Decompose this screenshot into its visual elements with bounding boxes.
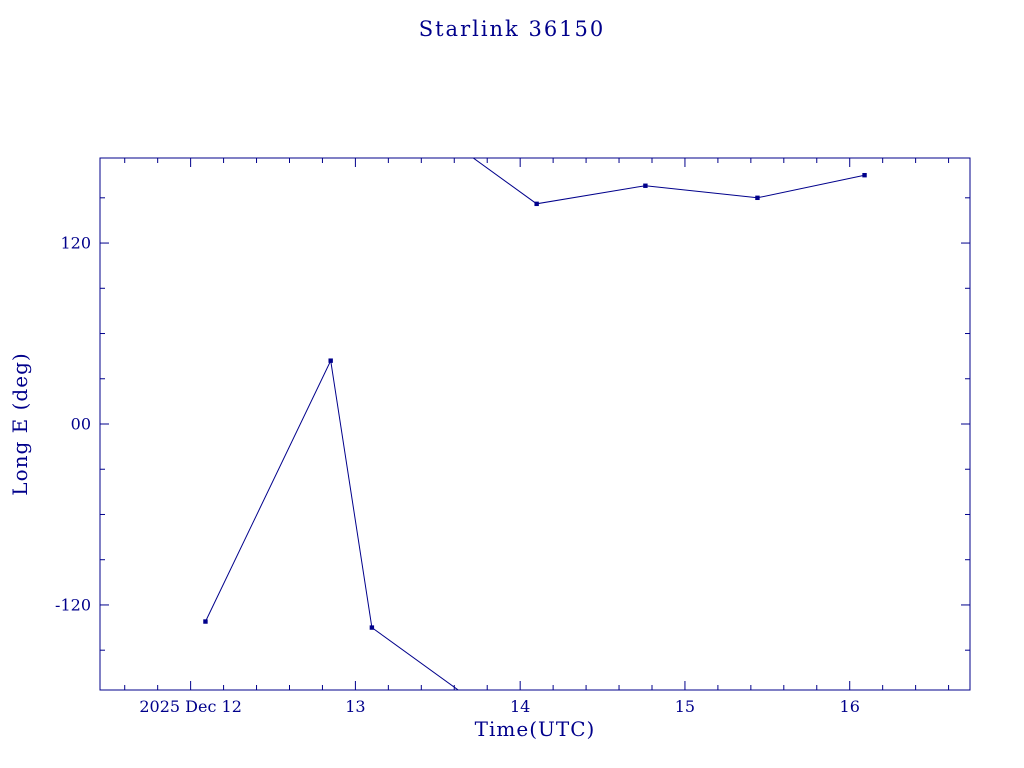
chart-title: Starlink 36150 xyxy=(418,17,606,41)
data-point-marker xyxy=(328,358,333,363)
data-point-marker xyxy=(643,183,648,188)
plot-frame xyxy=(99,157,971,691)
data-point-marker xyxy=(534,201,539,207)
data-line xyxy=(472,158,865,205)
y-tick-label: 120 xyxy=(60,234,91,253)
x-axis-label: Time(UTC) xyxy=(474,717,596,741)
data-point-marker xyxy=(203,619,208,624)
data-line xyxy=(205,359,460,690)
data-point-marker xyxy=(369,625,375,630)
x-tick-label: 13 xyxy=(345,697,365,716)
y-tick-label: -120 xyxy=(55,596,91,615)
data-point-marker xyxy=(755,195,760,201)
data-point-marker xyxy=(862,172,867,178)
x-tick-label: 2025 Dec 12 xyxy=(139,697,242,716)
x-tick-label: 15 xyxy=(675,697,695,716)
x-tick-label: 16 xyxy=(840,697,860,716)
x-tick-label: 14 xyxy=(510,697,530,716)
y-tick-label: 00 xyxy=(71,415,91,434)
